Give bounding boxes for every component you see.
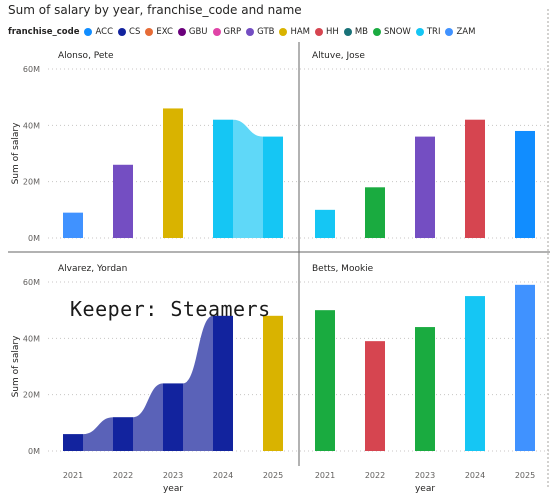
legend-item-gtb[interactable]: GTB	[246, 27, 274, 37]
y-tick-label: 0M	[28, 447, 40, 456]
bar	[465, 296, 485, 451]
bar	[163, 383, 183, 451]
legend-item-cs[interactable]: CS	[118, 27, 140, 37]
panel-title: Altuve, Jose	[312, 51, 365, 61]
panel-2: 0M 20M 40M 60M Alvarez, Yordan 2021 2022 2023 20…	[11, 264, 298, 494]
legend-swatch-icon	[445, 28, 454, 36]
y-axis-title: Sum of salary	[11, 335, 21, 398]
legend-label: EXC	[156, 27, 173, 37]
x-tick-label: 2022	[113, 471, 133, 480]
y-tick-label: 40M	[23, 334, 40, 343]
legend: franchise_code ACC CS EXC GBU GRP GTB HAM HH MB S…	[8, 25, 480, 39]
panel-0: 0M 20M 40M 60M Alonso, Pete Sum of salary	[11, 51, 298, 243]
legend-swatch-icon	[177, 28, 186, 36]
legend-item-tri[interactable]: TRI	[415, 27, 441, 37]
legend-label: GRP	[223, 27, 242, 37]
legend-item-zam[interactable]: ZAM	[445, 27, 475, 37]
bar	[113, 164, 133, 238]
chart-title: Sum of salary by year, franchise_code an…	[8, 3, 302, 17]
ribbon	[133, 383, 163, 451]
legend-item-mb[interactable]: MB	[343, 27, 368, 37]
bar	[63, 212, 83, 238]
legend-label: GTB	[257, 27, 275, 37]
legend-label: MB	[354, 27, 368, 37]
bar	[163, 108, 183, 238]
x-tick-label: 2024	[465, 471, 485, 480]
ribbon	[83, 417, 113, 451]
panel-1: Altuve, Jose	[300, 51, 550, 239]
bar	[515, 284, 535, 451]
x-tick-label: 2021	[315, 471, 335, 480]
legend-swatch-icon	[315, 28, 324, 36]
x-tick-label: 2024	[213, 471, 233, 480]
x-tick-label: 2025	[263, 471, 283, 480]
bar	[263, 315, 283, 451]
legend-swatch-icon	[145, 28, 154, 36]
keeper-watermark: Keeper: Steamers	[70, 297, 271, 321]
bar	[63, 434, 83, 451]
bar	[415, 136, 435, 238]
bar	[515, 130, 535, 238]
legend-label: GBU	[188, 27, 208, 37]
y-tick-label: 40M	[23, 121, 40, 130]
bar	[315, 209, 335, 238]
legend-swatch-icon	[118, 28, 127, 36]
bar	[415, 327, 435, 451]
legend-label: ZAM	[456, 27, 476, 37]
x-axis-title: year	[163, 484, 183, 494]
legend-swatch-icon	[246, 28, 255, 36]
legend-item-snow[interactable]: SNOW	[372, 27, 411, 37]
legend-swatch-icon	[415, 28, 424, 36]
bar	[315, 310, 335, 451]
legend-title: franchise_code	[8, 27, 80, 37]
legend-swatch-icon	[279, 28, 288, 36]
bar	[213, 315, 233, 451]
y-tick-label: 60M	[23, 65, 40, 74]
x-tick-label: 2023	[163, 471, 183, 480]
legend-item-exc[interactable]: EXC	[145, 27, 173, 37]
legend-item-hh[interactable]: HH	[315, 27, 339, 37]
bar	[213, 119, 233, 238]
bar	[465, 119, 485, 238]
legend-item-acc[interactable]: ACC	[84, 27, 113, 37]
x-tick-label: 2025	[515, 471, 535, 480]
legend-item-grp[interactable]: GRP	[212, 27, 242, 37]
legend-item-ham[interactable]: HAM	[279, 27, 310, 37]
legend-swatch-icon	[343, 28, 352, 36]
legend-swatch-icon	[212, 28, 221, 36]
panel-3: Betts, Mookie 2021 2022 2023 2024 2025 year	[300, 264, 550, 494]
x-tick-label: 2021	[63, 471, 83, 480]
y-tick-label: 0M	[28, 234, 40, 243]
legend-label: TRI	[426, 27, 441, 37]
panel-title: Alonso, Pete	[58, 51, 114, 61]
legend-label: HAM	[290, 27, 311, 37]
legend-swatch-icon	[372, 28, 381, 36]
legend-item-gbu[interactable]: GBU	[177, 27, 208, 37]
legend-label: SNOW	[383, 27, 411, 37]
y-tick-label: 60M	[23, 278, 40, 287]
panel-title: Alvarez, Yordan	[58, 264, 127, 274]
x-tick-label: 2022	[365, 471, 385, 480]
legend-label: HH	[326, 27, 339, 37]
x-axis-title: year	[415, 484, 435, 494]
bar	[365, 341, 385, 451]
y-axis-title: Sum of salary	[11, 122, 21, 185]
x-tick-label: 2023	[415, 471, 435, 480]
y-tick-label: 20M	[23, 391, 40, 400]
y-tick-label: 20M	[23, 178, 40, 187]
legend-label: CS	[129, 27, 141, 37]
ribbon	[233, 119, 263, 238]
more-options-dots[interactable]	[545, 8, 551, 488]
legend-label: ACC	[95, 27, 114, 37]
ribbon	[183, 315, 213, 451]
bar	[365, 187, 385, 238]
bar	[113, 417, 133, 451]
legend-swatch-icon	[84, 28, 93, 36]
bar	[263, 136, 283, 238]
panel-title: Betts, Mookie	[312, 264, 374, 274]
